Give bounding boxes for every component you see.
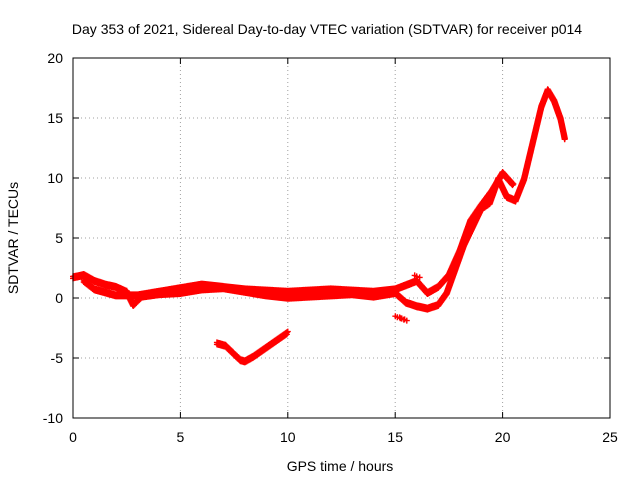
chart-title: Day 353 of 2021, Sidereal Day-to-day VTE…: [72, 21, 582, 37]
x-tick-label: 0: [69, 429, 77, 445]
grid: [73, 58, 610, 418]
x-tick-label: 20: [495, 429, 511, 445]
ticks: 0 5 10 15 20 25 -10 -5 0 5 10 15 20: [43, 50, 618, 445]
data-layer: [70, 86, 568, 366]
x-tick-label: 25: [602, 429, 618, 445]
x-axis-label: GPS time / hours: [287, 458, 394, 474]
series-markers: [70, 86, 568, 313]
y-axis-label: SDTVAR / TECUs: [5, 182, 21, 294]
y-tick-label: -5: [51, 350, 64, 366]
y-tick-label: 15: [47, 110, 63, 126]
y-tick-label: 10: [47, 170, 63, 186]
x-tick-label: 15: [387, 429, 403, 445]
series-2: [213, 328, 291, 366]
series-3: [392, 272, 423, 324]
x-tick-label: 5: [177, 429, 185, 445]
series-0: [70, 86, 568, 313]
y-tick-label: 0: [55, 290, 63, 306]
series-markers: [392, 272, 423, 324]
series-markers: [80, 169, 517, 300]
series-1: [80, 169, 517, 300]
y-tick-label: 5: [55, 230, 63, 246]
y-tick-label: -10: [43, 410, 63, 426]
series-markers: [213, 328, 291, 366]
x-tick-label: 10: [280, 429, 296, 445]
y-tick-label: 20: [47, 50, 63, 66]
